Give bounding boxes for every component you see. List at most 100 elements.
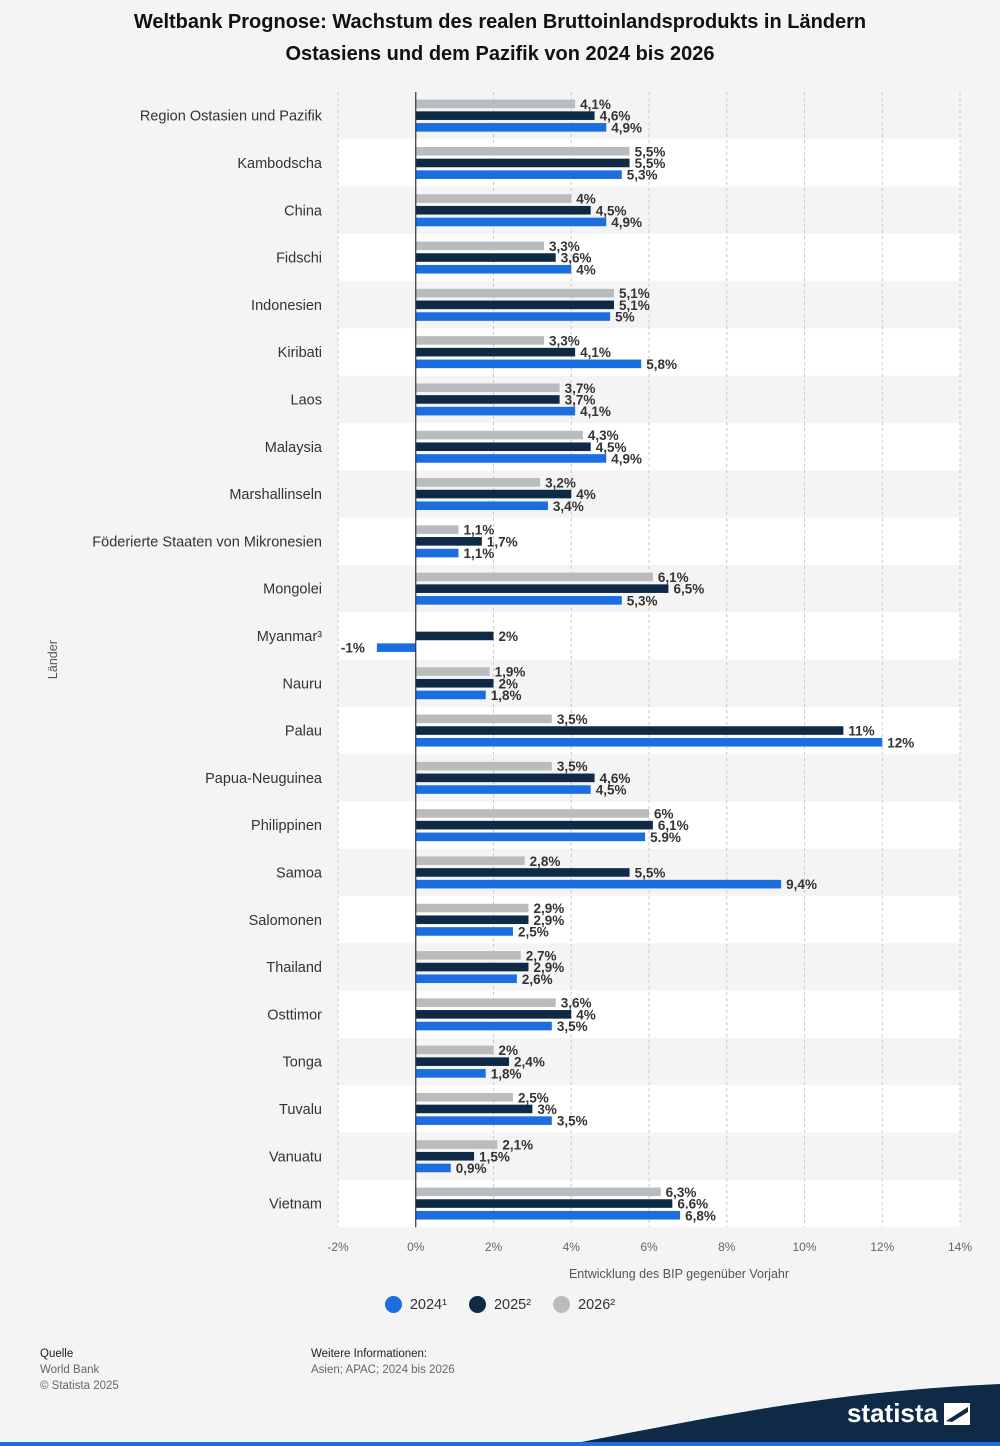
bar[interactable] bbox=[415, 1199, 673, 1208]
legend-item-2024[interactable]: 2024¹ bbox=[384, 1296, 447, 1313]
bar[interactable] bbox=[415, 631, 494, 641]
bar[interactable] bbox=[415, 879, 782, 889]
bar[interactable] bbox=[415, 903, 529, 913]
bar[interactable] bbox=[415, 1163, 451, 1173]
bar[interactable] bbox=[415, 312, 611, 321]
bar[interactable] bbox=[415, 868, 630, 877]
bar[interactable] bbox=[415, 1010, 572, 1019]
bar[interactable] bbox=[415, 406, 576, 416]
bar[interactable] bbox=[415, 347, 576, 357]
bar[interactable] bbox=[415, 761, 552, 771]
bar[interactable] bbox=[415, 1116, 552, 1125]
bar[interactable] bbox=[415, 442, 591, 452]
data-label: 4% bbox=[576, 1007, 596, 1022]
data-label: 5,3% bbox=[627, 593, 658, 608]
bar[interactable] bbox=[415, 99, 576, 109]
bar[interactable] bbox=[415, 809, 649, 818]
bar[interactable] bbox=[415, 489, 572, 499]
bar[interactable] bbox=[415, 170, 622, 179]
data-label: 1,5% bbox=[479, 1149, 510, 1164]
bar[interactable] bbox=[415, 572, 653, 582]
bar[interactable] bbox=[415, 785, 591, 794]
bar[interactable] bbox=[415, 690, 486, 700]
bar[interactable] bbox=[415, 1140, 498, 1149]
bar[interactable] bbox=[415, 194, 572, 203]
bar[interactable] bbox=[415, 1187, 661, 1197]
bar[interactable] bbox=[415, 501, 548, 511]
bar[interactable] bbox=[415, 737, 883, 747]
data-label: 2,9% bbox=[533, 913, 564, 928]
bar[interactable] bbox=[415, 537, 482, 546]
legend-dot-icon bbox=[468, 1296, 486, 1313]
bar[interactable] bbox=[415, 1069, 486, 1078]
bar[interactable] bbox=[415, 300, 615, 310]
bar[interactable] bbox=[415, 584, 669, 593]
bar[interactable] bbox=[415, 726, 844, 735]
bar[interactable] bbox=[415, 158, 630, 168]
bar[interactable] bbox=[415, 253, 556, 262]
category-label: Vietnam bbox=[269, 1197, 322, 1213]
bar[interactable] bbox=[415, 395, 560, 404]
bar[interactable] bbox=[415, 1210, 681, 1220]
bar[interactable] bbox=[415, 146, 630, 156]
bar[interactable] bbox=[415, 217, 607, 227]
bar[interactable] bbox=[415, 974, 517, 984]
category-label: Nauru bbox=[283, 676, 323, 692]
bar[interactable] bbox=[415, 951, 521, 960]
bar[interactable] bbox=[415, 998, 556, 1007]
bar[interactable] bbox=[415, 111, 595, 120]
bar[interactable] bbox=[415, 205, 591, 215]
legend-item-2025[interactable]: 2025² bbox=[468, 1296, 531, 1313]
category-label: Mongolei bbox=[263, 582, 322, 598]
bar[interactable] bbox=[415, 525, 459, 534]
data-label: 3% bbox=[537, 1102, 557, 1117]
bar[interactable] bbox=[415, 478, 541, 487]
bar[interactable] bbox=[415, 1057, 510, 1066]
bar[interactable] bbox=[415, 359, 642, 369]
bar[interactable] bbox=[415, 927, 513, 936]
category-label: Laos bbox=[291, 392, 322, 408]
data-label: 3,5% bbox=[557, 759, 588, 774]
data-label: 3,7% bbox=[565, 381, 596, 396]
bar[interactable] bbox=[415, 1021, 552, 1031]
bar[interactable] bbox=[415, 1151, 475, 1161]
bar[interactable] bbox=[415, 288, 615, 298]
bar[interactable] bbox=[415, 336, 545, 345]
bar[interactable] bbox=[415, 773, 595, 783]
bar[interactable] bbox=[415, 915, 529, 925]
statista-logo[interactable]: statista bbox=[846, 1398, 938, 1428]
bar[interactable] bbox=[415, 962, 529, 972]
bar[interactable] bbox=[415, 548, 459, 558]
bar[interactable] bbox=[415, 241, 545, 251]
legend-dot-icon bbox=[384, 1296, 402, 1313]
bar[interactable] bbox=[415, 123, 607, 132]
bar[interactable] bbox=[415, 1104, 533, 1114]
category-label: Thailand bbox=[266, 960, 322, 976]
bar[interactable] bbox=[415, 1092, 513, 1102]
data-label: 4,3% bbox=[588, 428, 619, 443]
source-block: Quelle World Bank © Statista 2025 bbox=[40, 1346, 119, 1394]
data-label: 2,8% bbox=[530, 854, 561, 869]
bar[interactable] bbox=[415, 383, 560, 393]
bar[interactable] bbox=[415, 667, 490, 676]
bar[interactable] bbox=[415, 820, 653, 830]
data-label: 3,6% bbox=[561, 996, 592, 1011]
legend-item-2026[interactable]: 2026² bbox=[553, 1296, 615, 1313]
bar[interactable] bbox=[376, 643, 416, 652]
bar[interactable] bbox=[415, 678, 494, 688]
category-label: Malaysia bbox=[265, 440, 323, 456]
bar[interactable] bbox=[415, 832, 646, 842]
category-label: Samoa bbox=[276, 865, 323, 881]
bar[interactable] bbox=[415, 856, 525, 866]
statista-logo-icon bbox=[944, 1403, 970, 1425]
bar[interactable] bbox=[415, 596, 622, 605]
bar[interactable] bbox=[415, 714, 552, 724]
category-label: Kambodscha bbox=[237, 156, 323, 172]
bar[interactable] bbox=[415, 454, 607, 463]
source-link[interactable]: World Bank bbox=[40, 1364, 100, 1376]
bar[interactable] bbox=[415, 1045, 494, 1055]
data-label: 1,1% bbox=[464, 523, 495, 538]
data-label: 3,3% bbox=[549, 239, 580, 254]
bar[interactable] bbox=[415, 430, 583, 440]
bar[interactable] bbox=[415, 264, 572, 274]
